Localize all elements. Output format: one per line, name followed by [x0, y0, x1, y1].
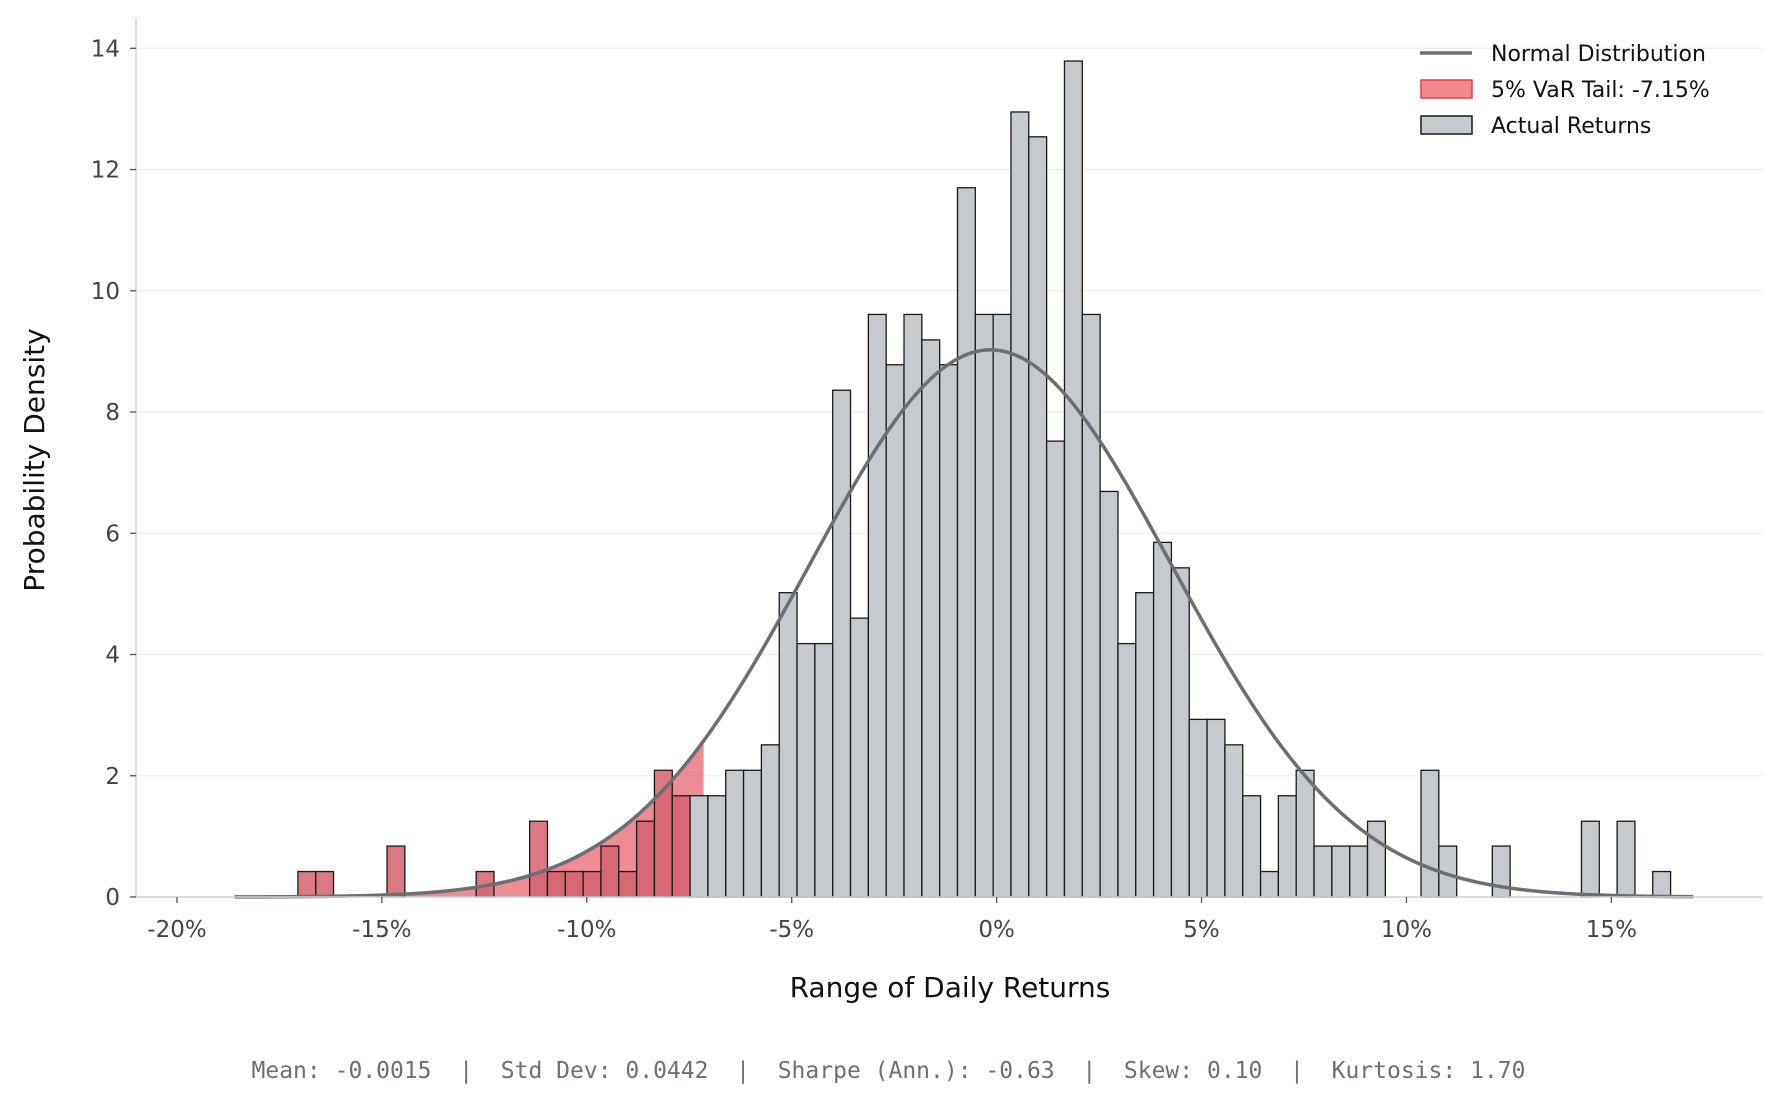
y-tick-label-2: 4: [105, 643, 120, 669]
histogram-bar-55: [1277, 795, 1297, 898]
histogram-bar-35: [921, 339, 941, 898]
histogram-bar-25: [742, 769, 763, 898]
histogram-bar-39: [992, 313, 1012, 898]
ticks: -20% -15% -10% -5% 0% 5% 10% 15% 0 2 4 6 8 10 12 14: [91, 36, 1637, 943]
y-tick-label-7: 14: [91, 36, 120, 62]
histogram-bar-72: [1580, 820, 1600, 898]
histogram-bar-43: [1063, 60, 1083, 898]
histogram-bar-27: [778, 592, 798, 898]
histogram-bar-19: [635, 820, 656, 898]
x-tick-label-7: 15%: [1586, 917, 1637, 943]
histogram-bar-17: [600, 845, 620, 898]
y-axis-label: Probability Density: [18, 328, 51, 591]
histogram-bar-41: [1028, 136, 1048, 898]
y-tick-label-3: 6: [105, 521, 120, 547]
histogram-bar-37: [956, 187, 976, 898]
histogram-bar-0: [297, 870, 317, 898]
histogram-bar-53: [1242, 795, 1262, 898]
histogram-bar-18: [618, 870, 638, 898]
legend-actual-returns-label: Actual Returns: [1491, 114, 1651, 139]
histogram-bar-26: [760, 744, 780, 898]
x-tick-label-1: -15%: [352, 917, 411, 943]
y-tick-label-0: 0: [105, 885, 120, 911]
histogram-bar-31: [849, 617, 870, 898]
x-tick-label-2: -10%: [557, 917, 616, 943]
histogram-bar-22: [689, 795, 709, 898]
y-tick-label-1: 2: [105, 764, 120, 790]
normal-distribution-curve: [234, 348, 1694, 899]
histogram-bar-28: [796, 642, 816, 898]
y-tick-label-4: 8: [105, 400, 120, 426]
histogram-bar-29: [814, 642, 834, 898]
histogram-bar-36: [939, 364, 959, 898]
histogram-bar-52: [1224, 744, 1244, 898]
histogram-bar-45: [1099, 490, 1119, 898]
histogram-bar-21: [671, 795, 691, 898]
histogram-bar-44: [1081, 313, 1101, 898]
histogram-bar-24: [725, 769, 745, 898]
y-tick-label-5: 10: [91, 279, 120, 305]
legend-var-tail-label: 5% VaR Tail: -7.15%: [1491, 78, 1710, 103]
histogram-bar-60: [1366, 820, 1387, 898]
histogram-bar-23: [707, 795, 727, 898]
histogram-bar-13: [528, 820, 549, 898]
histogram-bar-51: [1206, 718, 1226, 898]
statistics-summary: Mean: -0.0015 | Std Dev: 0.0442 | Sharpe…: [251, 1058, 1526, 1084]
y-tick-label-6: 12: [91, 158, 120, 184]
x-tick-label-4: 0%: [978, 917, 1015, 943]
legend-actual-returns-swatch: [1420, 115, 1473, 135]
legend-var-tail-swatch: [1420, 79, 1473, 99]
histogram-bar-56: [1295, 769, 1315, 898]
histogram-bar-40: [1010, 111, 1030, 898]
histogram-bar-15: [564, 870, 584, 898]
histogram-bar-42: [1045, 440, 1066, 898]
legend-normal-label: Normal Distribution: [1491, 42, 1706, 67]
histogram-bar-34: [903, 313, 923, 898]
histogram-bar-54: [1259, 870, 1280, 898]
histogram-bar-48: [1152, 541, 1173, 898]
histogram-bar-47: [1135, 592, 1155, 898]
histogram-bar-1: [315, 870, 335, 898]
x-tick-label-6: 10%: [1381, 917, 1432, 943]
legend: Normal Distribution 5% VaR Tail: -7.15% …: [1420, 42, 1710, 139]
var-tail-area: [234, 740, 704, 897]
x-tick-label-0: -20%: [147, 917, 206, 943]
normal-curve-layer: [234, 348, 1694, 899]
histogram-bars: [297, 60, 1672, 898]
var-tail-area-layer: [234, 740, 704, 897]
histogram-bar-74: [1616, 820, 1636, 898]
x-tick-label-3: -5%: [769, 917, 814, 943]
x-axis-label: Range of Daily Returns: [790, 971, 1111, 1004]
histogram-bar-5: [386, 845, 406, 898]
x-tick-label-5: 5%: [1183, 917, 1220, 943]
histogram-bar-30: [832, 389, 852, 898]
histogram-bar-57: [1313, 845, 1333, 898]
histogram-bar-76: [1652, 870, 1672, 898]
histogram-bar-59: [1349, 845, 1369, 898]
histogram-bar-63: [1420, 769, 1440, 898]
histogram-bar-16: [582, 870, 602, 898]
histogram-bar-50: [1188, 718, 1208, 898]
histogram-bar-58: [1331, 845, 1351, 898]
histogram-bar-32: [867, 313, 887, 898]
axes: [135, 18, 1763, 898]
histogram-bar-38: [974, 313, 994, 898]
histogram-bar-49: [1170, 567, 1190, 898]
histogram-bar-46: [1117, 642, 1137, 898]
histogram-bar-14: [546, 870, 566, 898]
histogram-bar-33: [885, 364, 905, 898]
